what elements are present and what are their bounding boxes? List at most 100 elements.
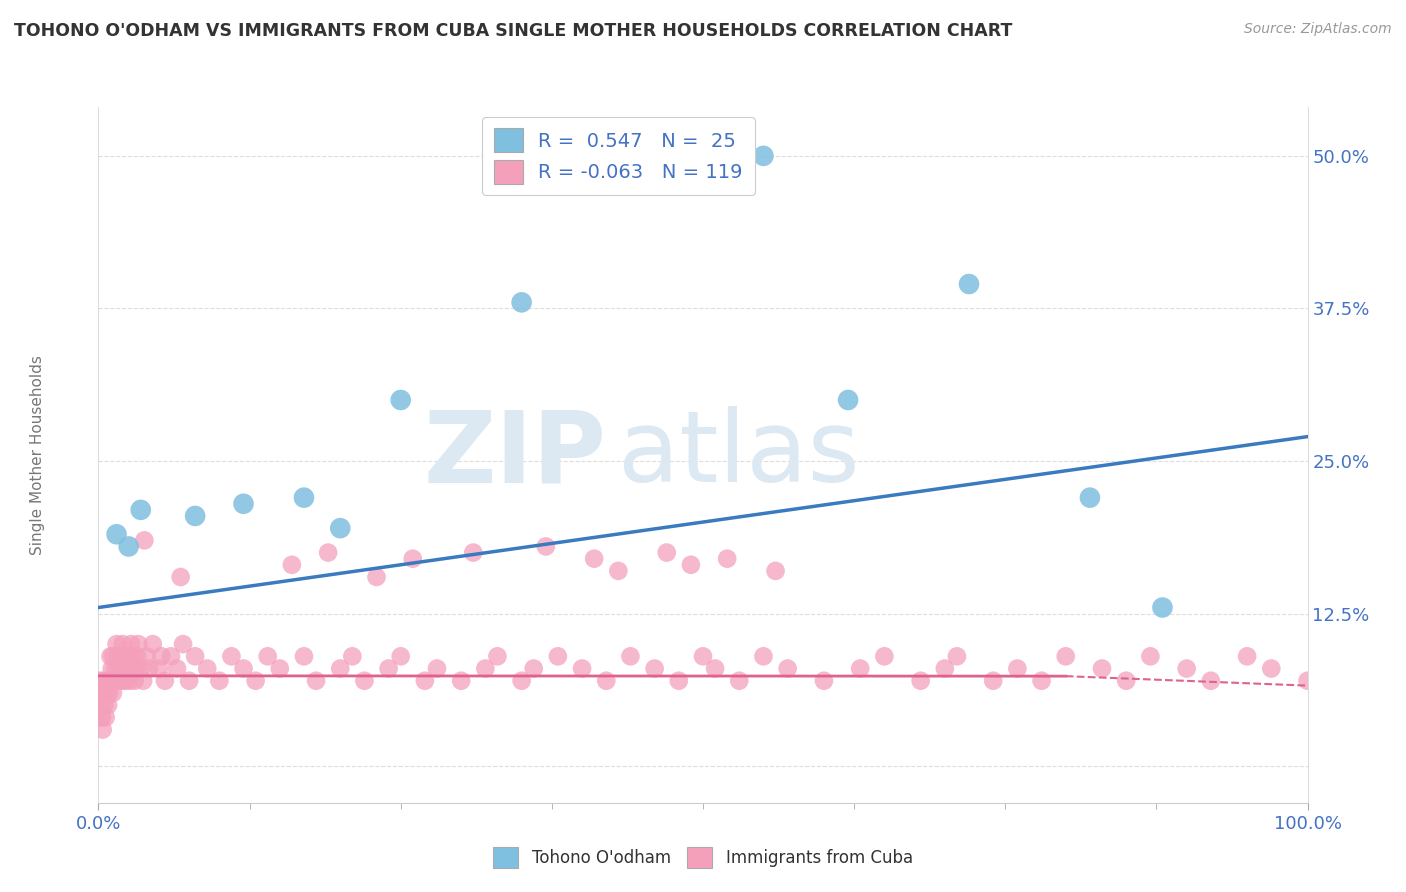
Point xyxy=(114,649,136,664)
Point xyxy=(208,673,231,688)
Point xyxy=(486,649,509,664)
Point xyxy=(93,698,115,713)
Text: atlas: atlas xyxy=(619,407,860,503)
Point xyxy=(837,392,859,407)
Point xyxy=(704,661,727,675)
Point xyxy=(1296,673,1319,688)
Point xyxy=(1115,673,1137,688)
Point xyxy=(91,723,114,737)
Point xyxy=(583,551,606,566)
Point xyxy=(169,570,191,584)
Point xyxy=(166,661,188,675)
Point xyxy=(172,637,194,651)
Point xyxy=(111,673,134,688)
Point xyxy=(269,661,291,675)
Point xyxy=(292,649,315,664)
Point xyxy=(1054,649,1077,664)
Point xyxy=(1152,600,1174,615)
Point xyxy=(619,649,641,664)
Point xyxy=(389,392,412,407)
Point xyxy=(813,673,835,688)
Point xyxy=(132,673,155,688)
Point xyxy=(105,527,128,541)
Legend: R =  0.547   N =  25, R = -0.063   N = 119: R = 0.547 N = 25, R = -0.063 N = 119 xyxy=(482,117,755,195)
Point xyxy=(1007,661,1029,675)
Point xyxy=(644,661,666,675)
Text: Source: ZipAtlas.com: Source: ZipAtlas.com xyxy=(1244,22,1392,37)
Point xyxy=(93,686,115,700)
Point xyxy=(138,661,160,675)
Point xyxy=(100,661,122,675)
Point xyxy=(96,673,118,688)
Point xyxy=(129,503,152,517)
Point xyxy=(571,661,593,675)
Point xyxy=(135,649,157,664)
Point xyxy=(692,649,714,664)
Text: ZIP: ZIP xyxy=(423,407,606,503)
Text: Single Mother Households: Single Mother Households xyxy=(31,355,45,555)
Point xyxy=(413,673,436,688)
Point xyxy=(1139,649,1161,664)
Point xyxy=(523,661,546,675)
Point xyxy=(256,649,278,664)
Point xyxy=(118,649,141,664)
Point xyxy=(389,649,412,664)
Point xyxy=(142,637,165,651)
Point xyxy=(957,277,980,291)
Point xyxy=(1078,491,1101,505)
Point xyxy=(305,673,328,688)
Point xyxy=(108,661,131,675)
Point xyxy=(728,673,751,688)
Point xyxy=(450,673,472,688)
Point xyxy=(91,673,114,688)
Point xyxy=(547,649,569,664)
Point xyxy=(716,551,738,566)
Legend: Tohono O'odham, Immigrants from Cuba: Tohono O'odham, Immigrants from Cuba xyxy=(481,836,925,880)
Point xyxy=(1175,661,1198,675)
Point xyxy=(100,673,122,688)
Point xyxy=(232,661,254,675)
Point xyxy=(101,649,124,664)
Point xyxy=(679,558,702,572)
Point xyxy=(97,698,120,713)
Point xyxy=(134,533,156,548)
Point xyxy=(94,710,117,724)
Point xyxy=(184,508,207,523)
Point xyxy=(849,661,872,675)
Text: TOHONO O'ODHAM VS IMMIGRANTS FROM CUBA SINGLE MOTHER HOUSEHOLDS CORRELATION CHAR: TOHONO O'ODHAM VS IMMIGRANTS FROM CUBA S… xyxy=(14,22,1012,40)
Point xyxy=(426,661,449,675)
Point xyxy=(105,673,128,688)
Point xyxy=(103,673,125,688)
Point xyxy=(110,649,132,664)
Point xyxy=(100,649,122,664)
Point xyxy=(160,649,183,664)
Point xyxy=(353,673,375,688)
Point xyxy=(89,710,111,724)
Point xyxy=(104,661,127,675)
Point xyxy=(1091,661,1114,675)
Point xyxy=(910,673,932,688)
Point xyxy=(124,673,146,688)
Point xyxy=(1260,661,1282,675)
Point xyxy=(90,698,112,713)
Point xyxy=(281,558,304,572)
Point xyxy=(534,540,557,554)
Point xyxy=(765,564,787,578)
Point xyxy=(121,661,143,675)
Point xyxy=(232,497,254,511)
Point xyxy=(655,545,678,559)
Point xyxy=(934,661,956,675)
Point xyxy=(118,673,141,688)
Point xyxy=(377,661,399,675)
Point xyxy=(117,661,139,675)
Point xyxy=(1031,673,1053,688)
Point xyxy=(510,295,533,310)
Point xyxy=(105,637,128,651)
Point xyxy=(946,649,969,664)
Point xyxy=(90,686,112,700)
Point xyxy=(101,686,124,700)
Point xyxy=(1236,649,1258,664)
Point xyxy=(366,570,388,584)
Point xyxy=(179,673,201,688)
Point xyxy=(108,673,131,688)
